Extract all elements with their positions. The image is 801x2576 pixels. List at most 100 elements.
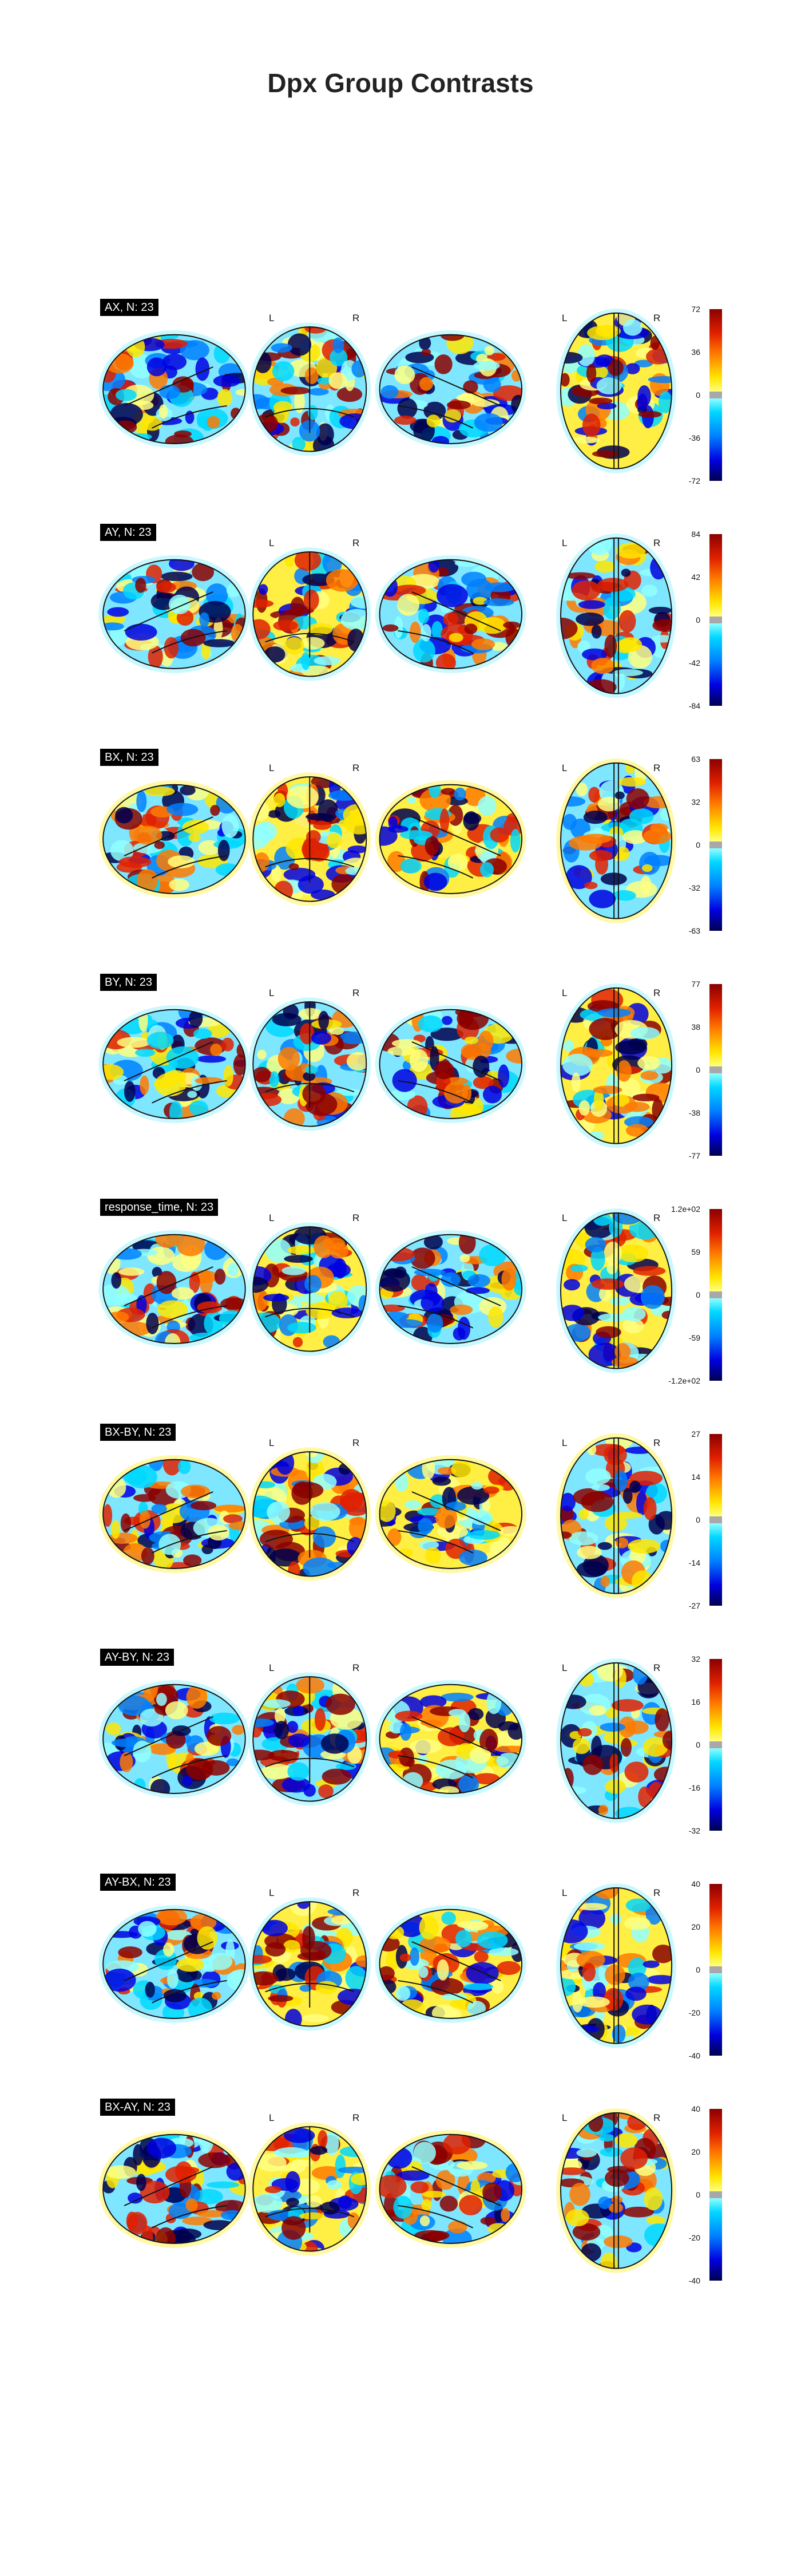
glass-brain-views [98, 983, 676, 1148]
contrast-panel: L R L R BX-BY, N: 23 27 14 0 -14 -27 [92, 1417, 727, 1610]
colorbar-tick-label: 63 [691, 754, 700, 764]
hemisphere-right-label: R [352, 538, 360, 548]
glass-brain-views [98, 1883, 676, 2048]
colorbar-tick-label: 16 [691, 1697, 700, 1706]
glass-brain-views [98, 534, 676, 698]
contrast-label: BX-BY, N: 23 [100, 1424, 176, 1441]
sagittal-view-right [375, 1005, 526, 1123]
colorbar-tick-label: 77 [691, 979, 700, 989]
colorbar-tick-label: 32 [691, 797, 700, 807]
colorbar-tick-label: 36 [691, 347, 700, 357]
hemisphere-right-label: R [352, 762, 360, 773]
hemisphere-right-label: R [653, 313, 661, 323]
colorbar-tick-label: -32 [688, 1826, 700, 1835]
hemisphere-left-label: L [562, 2112, 568, 2123]
colorbar-tick-label: 40 [691, 1879, 700, 1888]
hemisphere-right-label: R [653, 538, 661, 548]
axial-view [556, 1433, 676, 1598]
sagittal-view [98, 1005, 250, 1123]
colorbar-tick-label: 42 [691, 572, 700, 582]
colorbar-tick-label: -1.2e+02 [668, 1376, 700, 1385]
sagittal-view [98, 555, 250, 673]
hemisphere-left-label: L [269, 1887, 275, 1898]
axial-view [556, 758, 676, 923]
contrast-label: BX-AY, N: 23 [100, 2099, 175, 2116]
sagittal-view-right [375, 1680, 526, 1798]
colorbar-tick-label: 14 [691, 1472, 700, 1481]
hemisphere-left-label: L [269, 2112, 275, 2123]
hemisphere-left-label: L [562, 1662, 568, 1673]
colorbar-tick-label: 0 [696, 1515, 700, 1524]
coronal-view [248, 2122, 371, 2256]
sagittal-view [98, 2129, 250, 2248]
contrast-panel: L R L R AY-BY, N: 23 32 16 0 -16 -32 [92, 1642, 727, 1835]
contrast-label: BY, N: 23 [100, 974, 157, 991]
colorbar-tick-label: -63 [688, 926, 700, 935]
hemisphere-left-label: L [562, 1437, 568, 1448]
colorbar-tick-label: 0 [696, 1065, 700, 1074]
glass-brain-views [98, 2108, 676, 2273]
axial-view [556, 1658, 676, 1823]
hemisphere-right-label: R [653, 2112, 661, 2123]
coronal-view [248, 1672, 371, 1806]
sagittal-view-right [375, 555, 526, 673]
sagittal-view-right [375, 780, 526, 898]
coronal-view [248, 997, 371, 1131]
colorbar [709, 984, 722, 1156]
colorbar-tick-label: 40 [691, 2104, 700, 2113]
colorbar [709, 1434, 722, 1606]
sagittal-view-right [375, 1230, 526, 1348]
colorbar-tick-label: -40 [688, 2276, 700, 2285]
hemisphere-left-label: L [562, 538, 568, 548]
sagittal-view-right [375, 2129, 526, 2248]
sagittal-view [98, 1455, 250, 1573]
hemisphere-left-label: L [562, 313, 568, 323]
colorbar-tick-label: -84 [688, 701, 700, 710]
colorbar-tick-label: 59 [691, 1247, 700, 1257]
hemisphere-left-label: L [269, 1437, 275, 1448]
colorbar-tick-label: -72 [688, 476, 700, 485]
colorbar-tick-label: 0 [696, 1290, 700, 1299]
contrast-label: AY-BY, N: 23 [100, 1649, 175, 1666]
colorbar-tick-label: 0 [696, 1740, 700, 1749]
colorbar-tick-label: 32 [691, 1654, 700, 1664]
hemisphere-left-label: L [269, 1212, 275, 1223]
colorbar [709, 309, 722, 481]
contrast-label: response_time, N: 23 [100, 1199, 219, 1216]
contrast-label: AY-BX, N: 23 [100, 1874, 176, 1891]
hemisphere-right-label: R [352, 2112, 360, 2123]
colorbar-tick-label: 1.2e+02 [671, 1204, 700, 1214]
colorbar-tick-label: 0 [696, 615, 700, 625]
hemisphere-right-label: R [352, 1212, 360, 1223]
colorbar [709, 1659, 722, 1831]
hemisphere-left-label: L [562, 1887, 568, 1898]
sagittal-view [98, 780, 250, 898]
hemisphere-right-label: R [653, 1212, 661, 1223]
glass-brain-views [98, 1433, 676, 1598]
contrast-label: AY, N: 23 [100, 524, 156, 541]
colorbar-tick-label: 0 [696, 390, 700, 400]
colorbar-tick-label: -38 [688, 1108, 700, 1117]
colorbar-tick-label: -14 [688, 1558, 700, 1567]
hemisphere-right-label: R [653, 1437, 661, 1448]
colorbar-tick-label: 0 [696, 1965, 700, 1974]
colorbar-tick-label: -42 [688, 658, 700, 667]
contrast-label: BX, N: 23 [100, 749, 158, 766]
hemisphere-right-label: R [352, 1662, 360, 1673]
hemisphere-left-label: L [269, 538, 275, 548]
axial-view [556, 983, 676, 1148]
contrast-label: AX, N: 23 [100, 299, 158, 316]
colorbar-tick-label: -20 [688, 2008, 700, 2017]
contrast-panel: L R L R AY-BX, N: 23 40 20 0 -20 -40 [92, 1867, 727, 2060]
page-title: Dpx Group Contrasts [267, 68, 534, 98]
coronal-view [248, 1447, 371, 1581]
colorbar [709, 2109, 722, 2281]
colorbar-tick-label: -16 [688, 1783, 700, 1792]
coronal-view [248, 1222, 371, 1356]
sagittal-view [98, 1230, 250, 1348]
contrast-panel: L R L R AX, N: 23 72 36 0 -36 -72 [92, 292, 727, 485]
sagittal-view [98, 1680, 250, 1798]
hemisphere-right-label: R [352, 313, 360, 323]
axial-view [556, 2108, 676, 2273]
